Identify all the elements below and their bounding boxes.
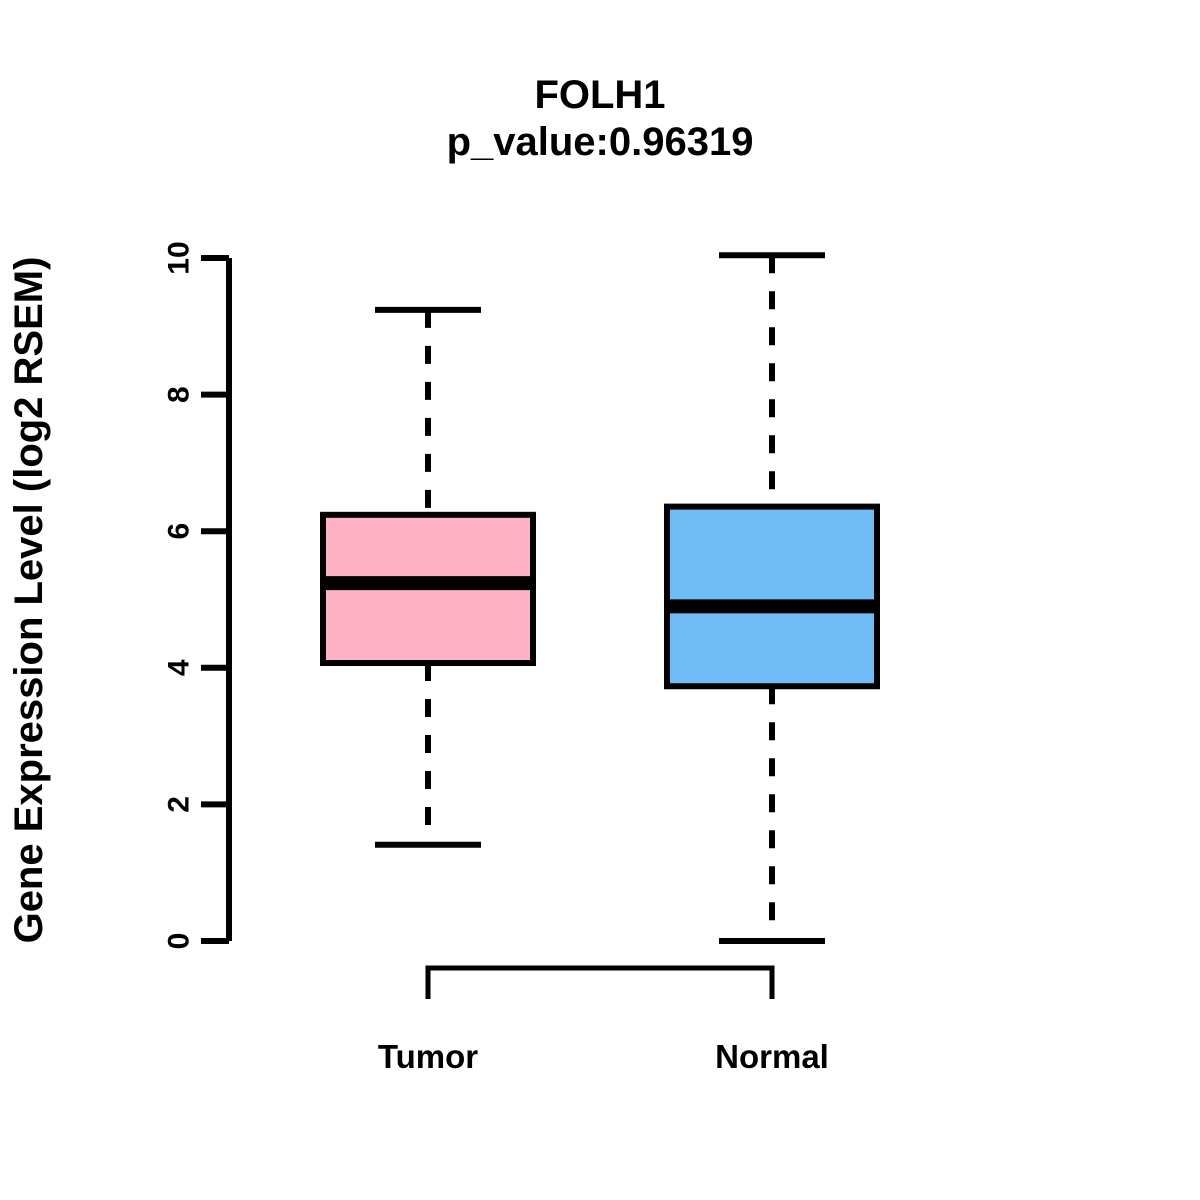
comparison-bracket [425,965,775,999]
chart-subtitle: p_value:0.96319 [447,120,754,164]
box-normal [664,252,880,944]
y-axis-tick-label: 0 [163,933,196,950]
box-rect [664,503,880,690]
x-axis-labels: Tumor Normal [378,1038,829,1075]
box-series [320,252,880,944]
y-axis-tick-label: 4 [163,659,196,676]
bracket-path [425,965,775,999]
y-axis-tick-label: 8 [163,386,196,403]
x-axis-label-tumor: Tumor [378,1038,478,1075]
x-axis-label-normal: Normal [715,1038,829,1075]
chart-title: FOLH1 [534,73,665,117]
y-axis-tick-label: 2 [163,796,196,813]
y-axis-tick-label: 10 [163,241,196,274]
y-axis-title: Gene Expression Level (log2 RSEM) [7,257,51,944]
box-tumor [320,306,536,848]
y-axis-tick-label: 6 [163,523,196,540]
y-axis: 0 2 4 6 8 10 [163,241,232,950]
